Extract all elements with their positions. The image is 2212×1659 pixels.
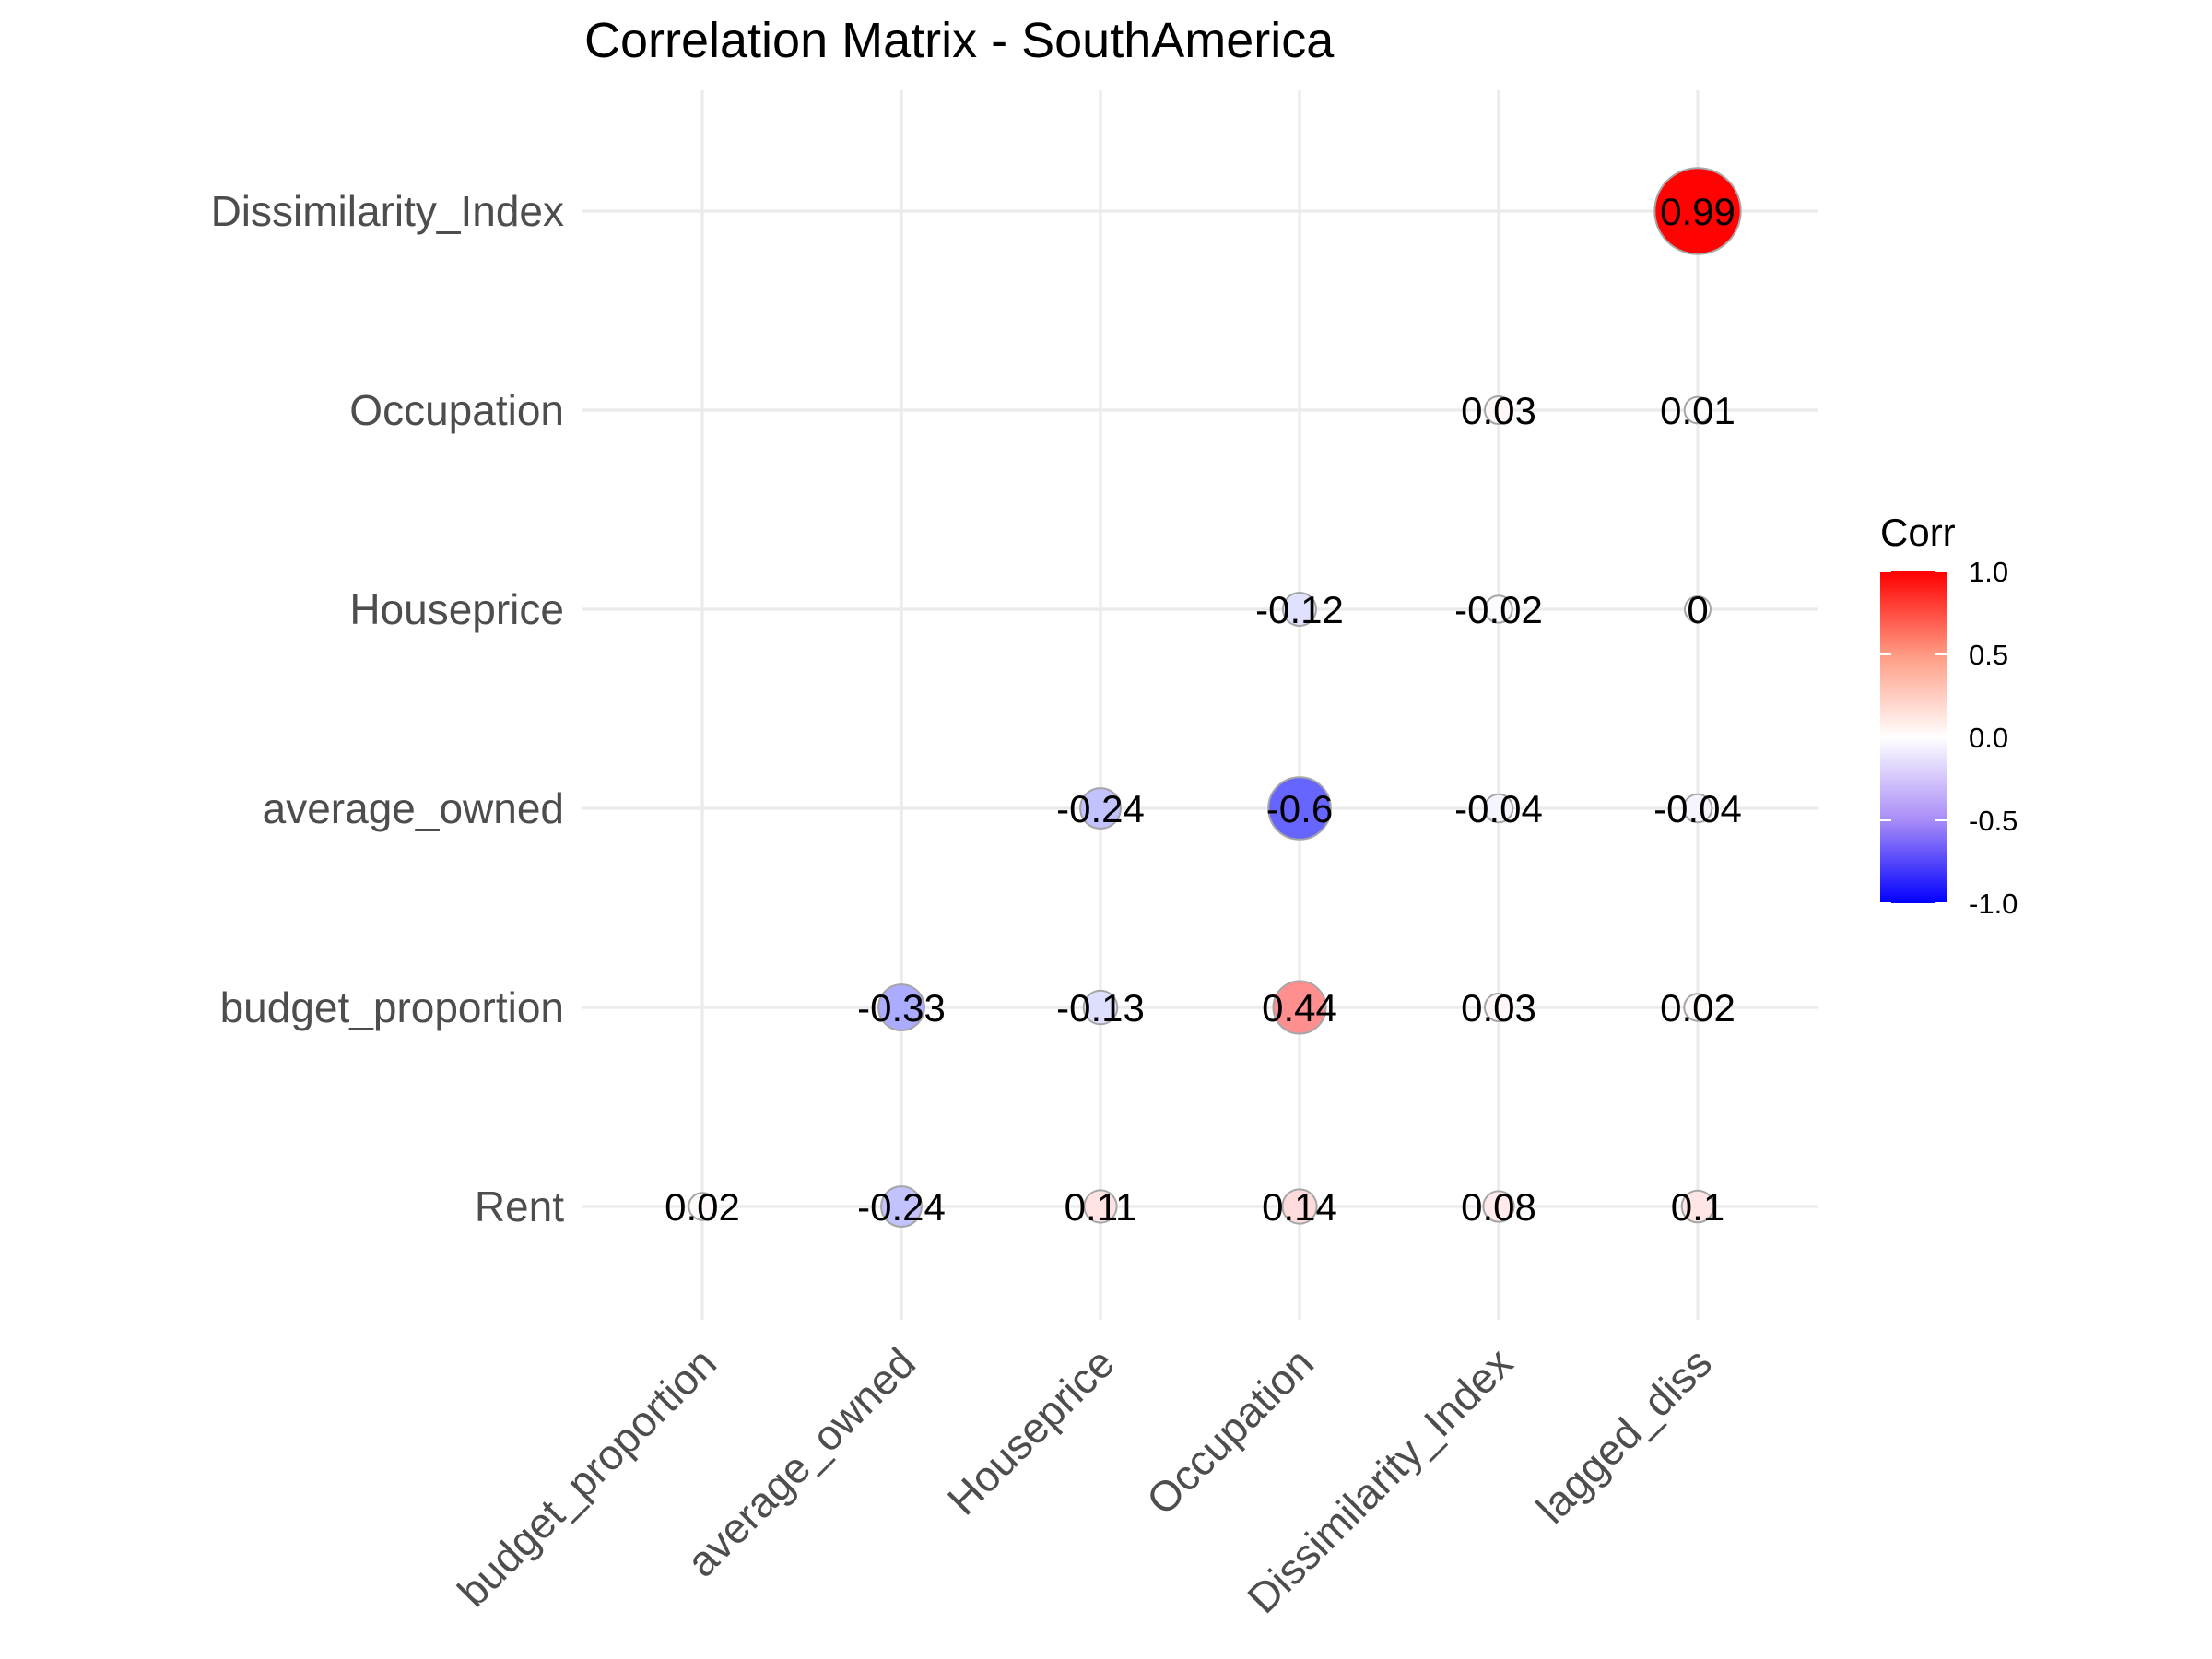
y-tick-label-dissimilarity-index: Dissimilarity_Index bbox=[211, 187, 564, 235]
cell-value-label: -0.6 bbox=[1266, 787, 1333, 830]
legend-tick-label: -1.0 bbox=[1969, 888, 2018, 920]
cell-value-label: -0.12 bbox=[1255, 588, 1344, 631]
cell-circle bbox=[1282, 592, 1317, 627]
cell-average-owned-dissimilarity-index: -0.04 bbox=[1454, 787, 1543, 830]
grid-lines bbox=[582, 90, 1818, 1320]
legend-tick-label: 1.0 bbox=[1969, 556, 2008, 588]
y-tick-label-rent: Rent bbox=[475, 1182, 564, 1230]
y-tick-label-houseprice: Houseprice bbox=[349, 585, 564, 633]
cell-circle bbox=[1082, 989, 1119, 1026]
cell-budget-proportion-dissimilarity-index: 0.03 bbox=[1461, 986, 1536, 1030]
cell-value-label: -0.24 bbox=[857, 1185, 946, 1229]
cell-budget-proportion-lagged-diss: 0.02 bbox=[1660, 986, 1735, 1030]
x-tick-label-budget-proportion: budget_proportion bbox=[448, 1338, 725, 1616]
cell-occupation-lagged-diss: 0.01 bbox=[1660, 389, 1735, 432]
legend-tick-label: -0.5 bbox=[1969, 805, 2018, 837]
cell-circle bbox=[1083, 1189, 1118, 1224]
cell-average-owned-houseprice: -0.24 bbox=[1056, 787, 1145, 830]
cell-circle bbox=[880, 1185, 923, 1228]
cell-value-label: -0.24 bbox=[1056, 787, 1145, 830]
cell-average-owned-lagged-diss: -0.04 bbox=[1653, 787, 1742, 830]
cell-value-label: 0.02 bbox=[1660, 986, 1735, 1030]
cell-circle bbox=[1484, 594, 1513, 624]
cell-circle bbox=[1483, 793, 1514, 824]
cell-rent-lagged-diss: 0.1 bbox=[1671, 1185, 1724, 1229]
y-axis: Rent budget_proportion average_owned Housep… bbox=[211, 187, 565, 1230]
cell-value-label: 0.1 bbox=[1671, 1185, 1724, 1229]
cell-value-label: 0.01 bbox=[1660, 389, 1735, 432]
cell-value-label: 0.03 bbox=[1461, 986, 1536, 1030]
cell-value-label: 0.99 bbox=[1660, 190, 1735, 233]
legend-tick-label: 0.0 bbox=[1969, 722, 2008, 754]
chart-title: Correlation Matrix - SouthAmerica bbox=[584, 13, 1335, 68]
cell-value-label: -0.13 bbox=[1056, 986, 1145, 1030]
cell-circle bbox=[1684, 595, 1712, 623]
cell-circle bbox=[1281, 1188, 1318, 1225]
cell-occupation-dissimilarity-index: 0.03 bbox=[1461, 389, 1536, 432]
cell-circle bbox=[688, 1192, 717, 1221]
y-tick-label-average-owned: average_owned bbox=[263, 784, 564, 832]
cell-rent-average-owned: -0.24 bbox=[857, 1185, 946, 1229]
cell-value-label: 0 bbox=[1687, 588, 1708, 631]
cell-houseprice-lagged-diss: 0 bbox=[1684, 588, 1712, 631]
cell-average-owned-occupation: -0.6 bbox=[1266, 776, 1333, 841]
cell-houseprice-occupation: -0.12 bbox=[1255, 588, 1344, 631]
legend-tick-label: 0.5 bbox=[1969, 639, 2008, 671]
x-tick-label-lagged-diss: lagged_diss bbox=[1527, 1338, 1721, 1532]
cell-rent-budget-proportion: 0.02 bbox=[665, 1185, 740, 1229]
cell-budget-proportion-houseprice: -0.13 bbox=[1056, 986, 1145, 1030]
cell-dissimilarity-index-lagged-diss: 0.99 bbox=[1653, 167, 1742, 255]
cell-circle bbox=[877, 983, 925, 1031]
cell-value-label: 0.44 bbox=[1262, 986, 1337, 1030]
cell-circle bbox=[1653, 167, 1742, 255]
cell-budget-proportion-occupation: 0.44 bbox=[1262, 980, 1337, 1035]
cell-value-label: -0.04 bbox=[1454, 787, 1543, 830]
cell-circle bbox=[1272, 980, 1327, 1035]
x-tick-label-occupation: Occupation bbox=[1137, 1338, 1323, 1524]
cell-circle bbox=[1680, 1189, 1715, 1224]
cell-circle bbox=[1482, 1190, 1515, 1223]
y-tick-label-budget-proportion: budget_proportion bbox=[220, 983, 564, 1031]
cell-circle bbox=[1682, 793, 1713, 824]
cell-circle bbox=[1683, 395, 1712, 425]
cell-value-label: 0.03 bbox=[1461, 389, 1536, 432]
x-tick-label-houseprice: Houseprice bbox=[938, 1338, 1124, 1524]
cell-value-label: -0.02 bbox=[1454, 588, 1543, 631]
cell-circle bbox=[1079, 787, 1122, 830]
cell-value-label: 0.11 bbox=[1065, 1185, 1137, 1229]
cell-circle bbox=[1484, 993, 1513, 1022]
cell-budget-proportion-average-owned: -0.33 bbox=[857, 983, 946, 1031]
cell-circle bbox=[1267, 776, 1332, 841]
legend-title: Corr bbox=[1880, 511, 1956, 554]
cell-rent-dissimilarity-index: 0.08 bbox=[1461, 1185, 1536, 1229]
correlation-cells: 0.02 -0.24 0.11 0.14 0.08 0.1 -0.33 -0.13 0.44 0.… bbox=[665, 167, 1742, 1229]
cell-houseprice-dissimilarity-index: -0.02 bbox=[1454, 588, 1543, 631]
cell-value-label: -0.33 bbox=[857, 986, 946, 1030]
cell-circle bbox=[1683, 993, 1712, 1022]
cell-rent-occupation: 0.14 bbox=[1262, 1185, 1337, 1229]
cell-circle bbox=[1484, 395, 1513, 425]
legend-ticks: 1.0 0.5 0.0 -0.5 -1.0 bbox=[1880, 556, 2018, 920]
cell-value-label: 0.14 bbox=[1262, 1185, 1337, 1229]
y-tick-label-occupation: Occupation bbox=[349, 386, 564, 434]
cell-value-label: -0.04 bbox=[1653, 787, 1742, 830]
cell-value-label: 0.02 bbox=[665, 1185, 740, 1229]
cell-value-label: 0.08 bbox=[1461, 1185, 1536, 1229]
legend: Corr 1.0 0.5 0.0 -0.5 -1.0 bbox=[1880, 511, 2018, 920]
cell-rent-houseprice: 0.11 bbox=[1065, 1185, 1137, 1229]
